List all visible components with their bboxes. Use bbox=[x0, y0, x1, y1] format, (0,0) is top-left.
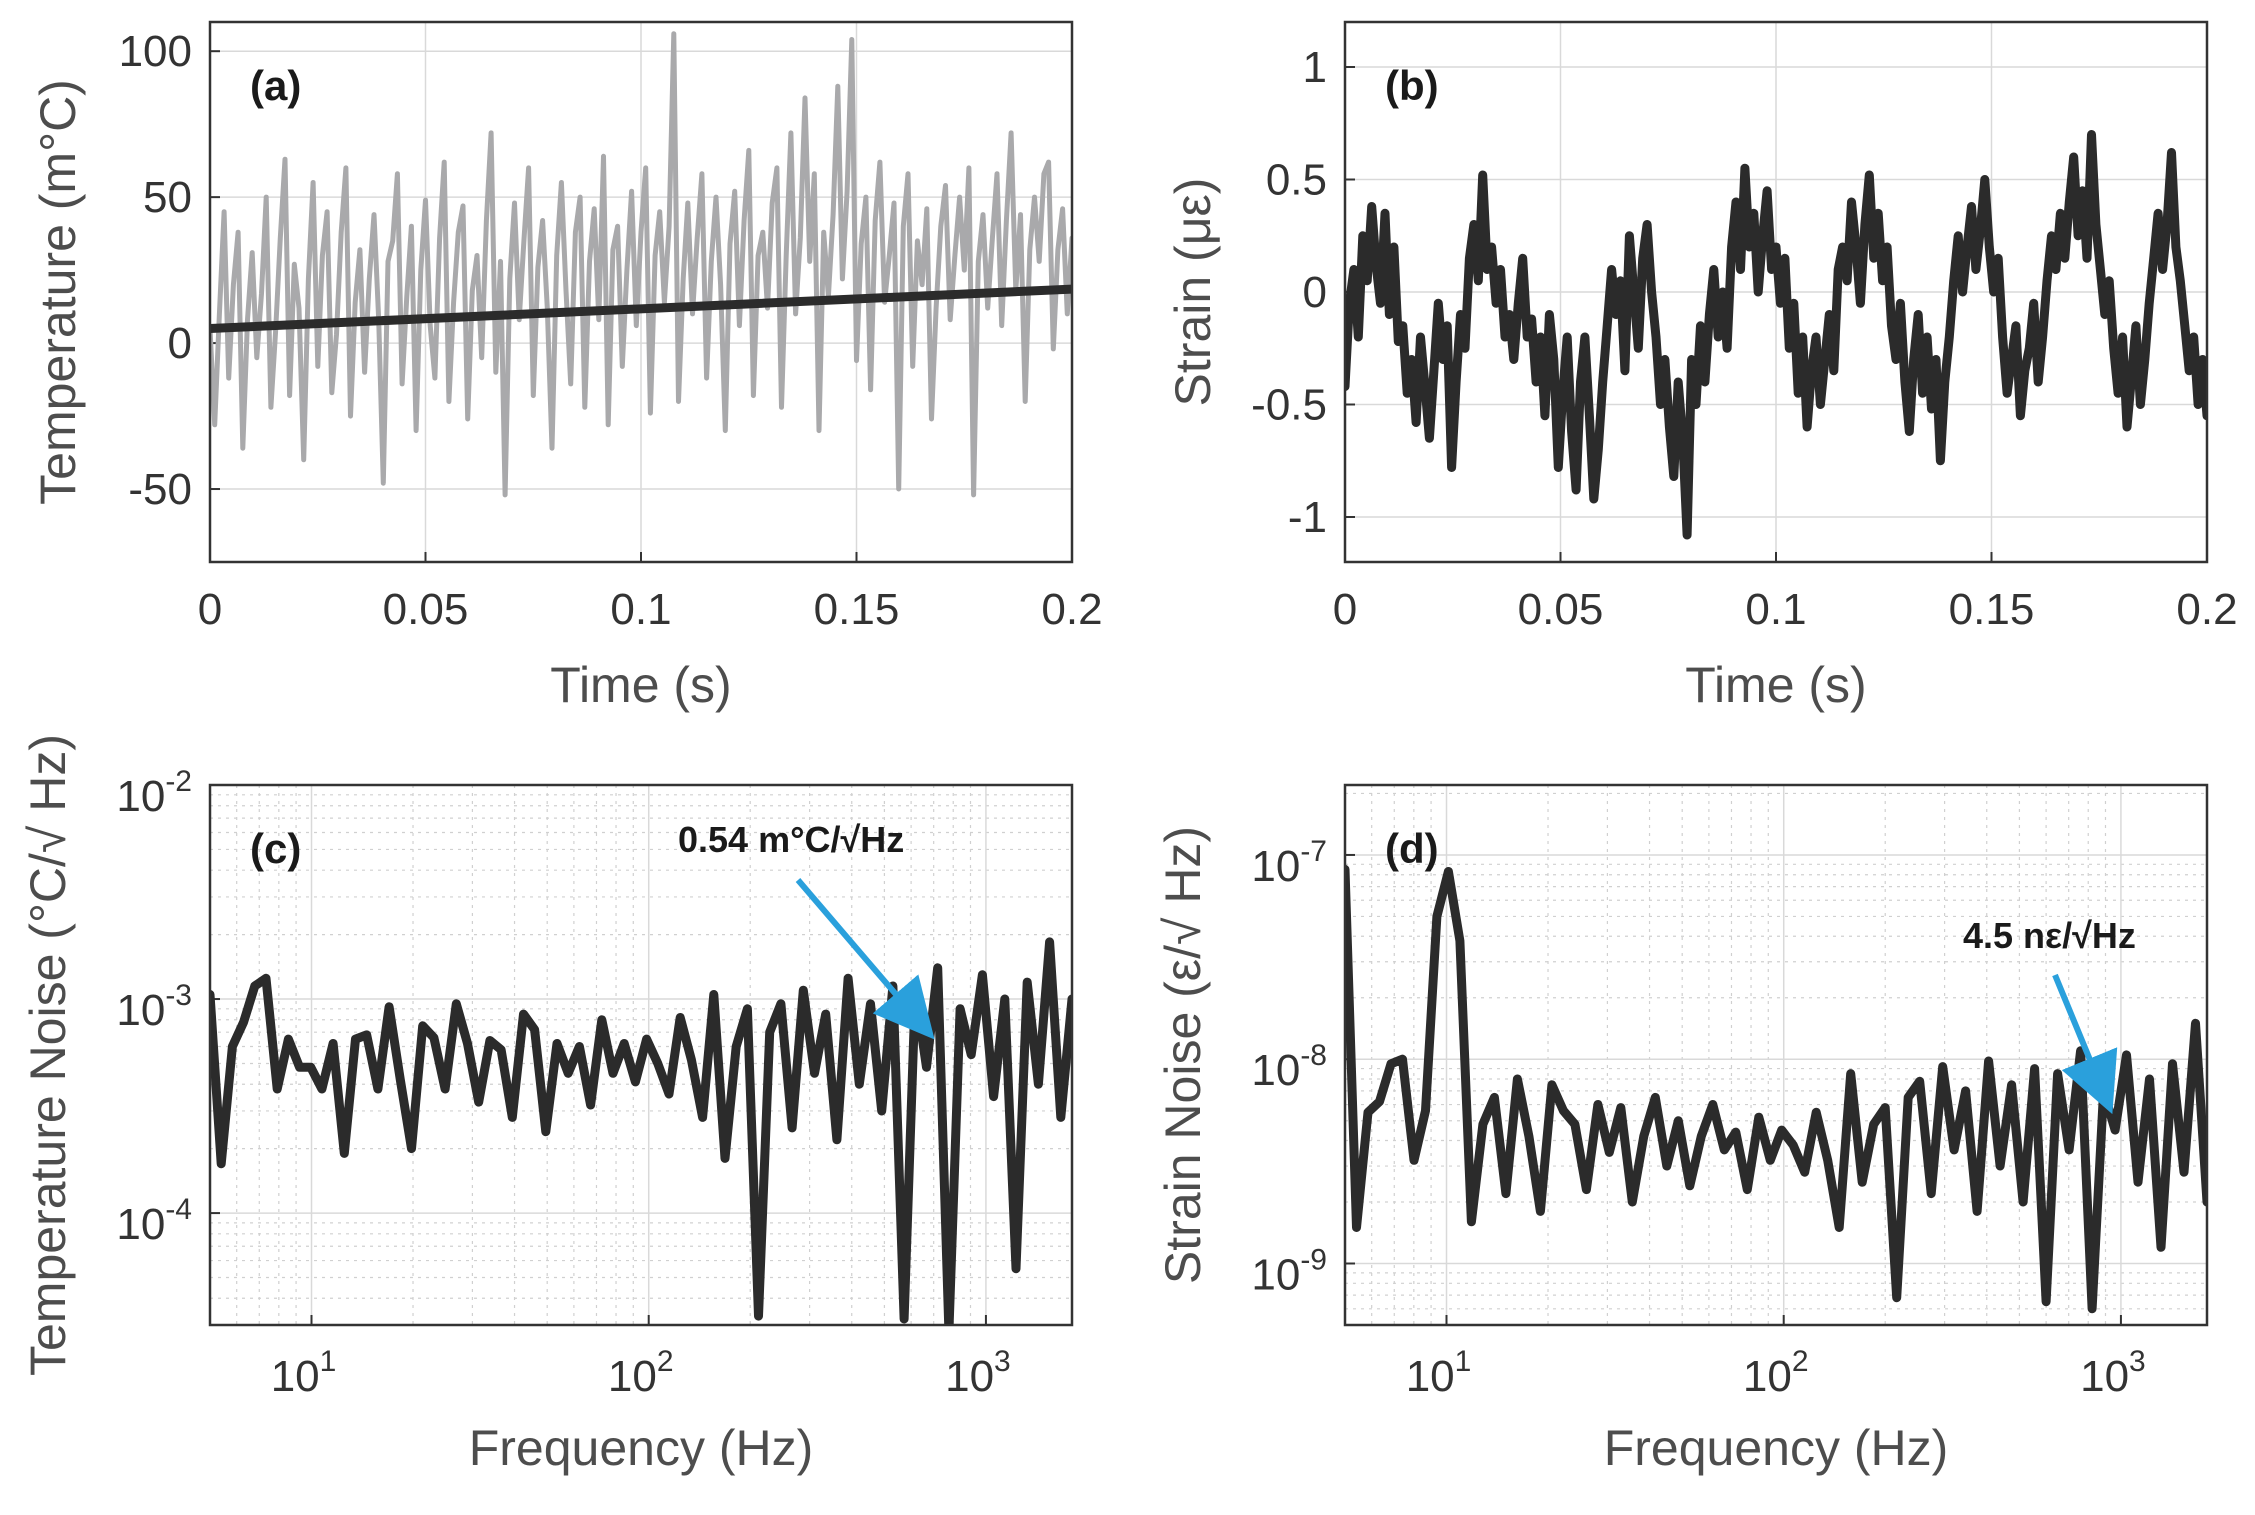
y-tick-label: 100 bbox=[119, 27, 192, 76]
x-tick-label: 0.2 bbox=[1041, 585, 1102, 634]
x-axis-label: Frequency (Hz) bbox=[1604, 1420, 1949, 1476]
x-tick-label: 103 bbox=[945, 1345, 1011, 1401]
y-tick-label: 0 bbox=[168, 319, 192, 368]
x-tick-label: 101 bbox=[271, 1345, 337, 1401]
y-tick-label: 10-4 bbox=[116, 1193, 192, 1249]
axes-frame bbox=[208, 20, 1074, 564]
y-tick-label: 10-7 bbox=[1251, 835, 1327, 891]
y-tick-label: 1 bbox=[1303, 43, 1327, 92]
x-tick-label: 0.2 bbox=[2176, 585, 2237, 634]
x-tick-label: 0 bbox=[198, 585, 222, 634]
y-axis-label: Strain Noise (ε/√ Hz) bbox=[1155, 826, 1211, 1284]
y-axis-label: Temperature (m°C) bbox=[30, 79, 86, 505]
x-axis-label: Frequency (Hz) bbox=[469, 1420, 814, 1476]
x-tick-label: 0.1 bbox=[610, 585, 671, 634]
x-tick-label: 103 bbox=[2080, 1345, 2146, 1401]
x-tick-label: 0.05 bbox=[1518, 585, 1604, 634]
y-tick-label: 10-2 bbox=[116, 765, 192, 821]
annotation-arrow bbox=[795, 878, 935, 1040]
panel-label: (a) bbox=[250, 62, 301, 109]
x-tick-label: 0.15 bbox=[814, 585, 900, 634]
y-tick-label: 0.5 bbox=[1266, 156, 1327, 205]
y-tick-label: 10-8 bbox=[1251, 1039, 1327, 1095]
x-tick-label: 0.15 bbox=[1949, 585, 2035, 634]
axes-frame bbox=[1343, 20, 2209, 564]
y-tick-label: -50 bbox=[128, 465, 192, 514]
panel-b: 0 0.05 0.1 0.15 0.2 -1 -0.5 0 0.5 1 (b) Time (s) Str… bbox=[1165, 20, 2238, 713]
panel-d: 101 102 103 10-9 10-8 10-7 (d) Frequency (Hz) St… bbox=[1155, 783, 2209, 1476]
x-tick-label: 0 bbox=[1333, 585, 1357, 634]
panel-c: 101 102 103 10-4 10-3 10-2 (c) Frequency (Hz) Te… bbox=[20, 734, 1074, 1476]
y-tick-label: 10-3 bbox=[116, 979, 192, 1035]
x-axis-label: Time (s) bbox=[1685, 657, 1866, 713]
y-axis-label: Strain (με) bbox=[1165, 178, 1221, 407]
series-line-a-1 bbox=[210, 284, 1072, 333]
y-axis-label: Temperature Noise (°C/√ Hz) bbox=[20, 734, 76, 1376]
y-tick-label: 0 bbox=[1303, 268, 1327, 317]
panel-label: (d) bbox=[1385, 825, 1439, 872]
panel-label: (b) bbox=[1385, 62, 1439, 109]
y-tick-label: 50 bbox=[143, 173, 192, 222]
axes-frame bbox=[1343, 783, 2209, 1327]
y-tick-label: -1 bbox=[1288, 493, 1327, 542]
panel-a: 0 0.05 0.1 0.15 0.2 -50 0 50 100 (a) Time (s) Tempe… bbox=[30, 20, 1103, 713]
y-tick-label: -0.5 bbox=[1251, 381, 1327, 430]
x-tick-label: 0.1 bbox=[1745, 585, 1806, 634]
annotation-label: 0.54 m°C/√Hz bbox=[678, 819, 904, 860]
x-tick-label: 102 bbox=[608, 1345, 674, 1401]
x-tick-label: 101 bbox=[1406, 1345, 1472, 1401]
series-line-c-0 bbox=[210, 937, 1072, 1325]
x-tick-label: 102 bbox=[1743, 1345, 1809, 1401]
x-tick-label: 0.05 bbox=[383, 585, 469, 634]
y-tick-label: 10-9 bbox=[1251, 1244, 1327, 1300]
annotation-arrow bbox=[2052, 973, 2118, 1115]
axes-frame bbox=[208, 783, 1074, 1327]
panel-label: (c) bbox=[250, 825, 301, 872]
series-line-a-0 bbox=[210, 31, 1072, 498]
series-line-b-0 bbox=[1345, 130, 2207, 540]
annotation-label: 4.5 nε/√Hz bbox=[1963, 915, 2136, 956]
x-axis-label: Time (s) bbox=[550, 657, 731, 713]
